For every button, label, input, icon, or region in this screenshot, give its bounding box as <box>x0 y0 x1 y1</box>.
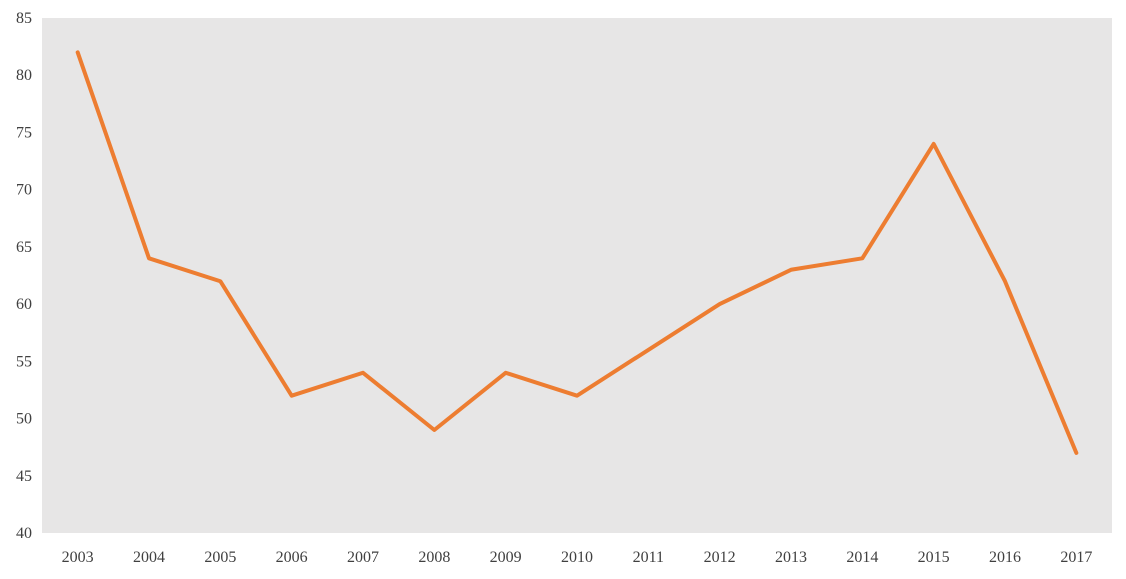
y-tick-label: 55 <box>16 353 32 370</box>
series-line <box>75 50 1079 455</box>
series-layer <box>75 50 1079 455</box>
x-axis: 2003 2004 2005 2006 2007 2008 2009 2010 2011 2012… <box>62 549 1093 566</box>
x-tick-label: 2016 <box>989 549 1021 566</box>
y-tick-label: 50 <box>16 411 32 428</box>
y-tick-label: 75 <box>16 124 32 141</box>
x-tick-label: 2007 <box>347 549 379 566</box>
y-tick-label: 40 <box>16 525 32 542</box>
x-tick-label: 2013 <box>775 549 807 566</box>
y-axis: 40 45 50 55 60 65 70 75 80 85 <box>16 10 32 542</box>
x-tick-label: 2014 <box>846 549 878 566</box>
x-tick-label: 2015 <box>918 549 950 566</box>
x-tick-label: 2004 <box>133 549 165 566</box>
y-tick-label: 80 <box>16 67 32 84</box>
x-tick-label: 2011 <box>633 549 664 566</box>
x-tick-label: 2012 <box>704 549 736 566</box>
x-tick-label: 2017 <box>1060 549 1092 566</box>
x-tick-label: 2010 <box>561 549 593 566</box>
x-tick-label: 2006 <box>276 549 308 566</box>
y-tick-label: 85 <box>16 10 32 27</box>
plot-area <box>42 18 1112 533</box>
y-tick-label: 60 <box>16 296 32 313</box>
y-tick-label: 65 <box>16 239 32 256</box>
x-tick-label: 2005 <box>204 549 236 566</box>
x-tick-label: 2008 <box>418 549 450 566</box>
x-tick-label: 2003 <box>62 549 94 566</box>
y-tick-label: 70 <box>16 182 32 199</box>
y-tick-label: 45 <box>16 468 32 485</box>
x-tick-label: 2009 <box>490 549 522 566</box>
